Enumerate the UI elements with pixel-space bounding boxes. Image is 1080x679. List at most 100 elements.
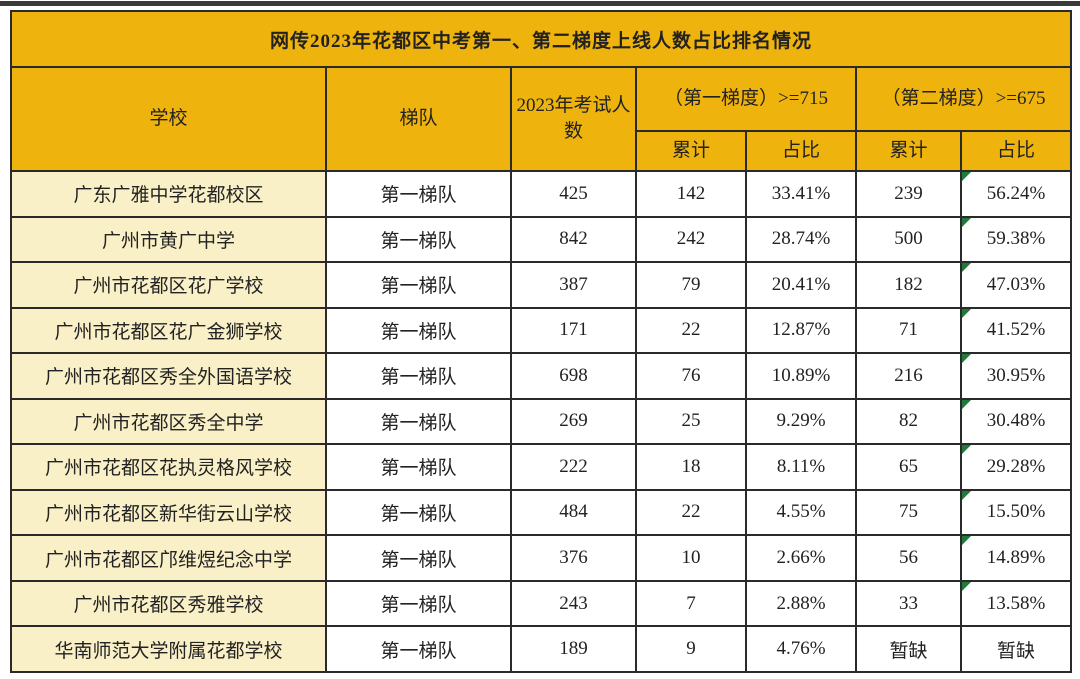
col-header-school: 学校: [10, 66, 327, 172]
cell-tier: 第一梯队: [325, 534, 512, 582]
cell-tier2-ratio: 30.48%: [959, 397, 1073, 446]
col-header-tier1-group: （第一梯度）>=715: [635, 66, 857, 132]
cell-exam-count: 842: [510, 215, 637, 264]
cell-tier2-ratio-value: 41.52%: [986, 319, 1046, 341]
cell-school: 广州市花都区花广金狮学校: [10, 306, 327, 355]
cell-tier1-cumulative: 76: [635, 352, 747, 400]
excel-error-flag-icon: [963, 172, 971, 181]
cell-tier1-cumulative: 22: [635, 306, 747, 355]
cell-tier: 第一梯队: [325, 306, 512, 355]
cell-tier2-ratio: 56.24%: [959, 170, 1073, 218]
cell-tier: 第一梯队: [325, 215, 512, 264]
excel-error-flag-icon: [963, 309, 971, 318]
table-row: 广东广雅中学花都校区 第一梯队 425 142 33.41% 239 56.24…: [10, 170, 1073, 218]
cell-exam-count: 376: [510, 534, 637, 582]
cell-tier1-ratio: 8.11%: [745, 443, 857, 491]
cell-tier2-ratio: 41.52%: [959, 306, 1073, 355]
cell-tier2-cumulative: 75: [855, 488, 962, 537]
cell-tier2-ratio-value: 15.50%: [986, 501, 1046, 523]
cell-tier1-cumulative: 9: [635, 625, 747, 673]
excel-error-flag-icon: [963, 537, 971, 546]
excel-error-flag-icon: [963, 218, 971, 227]
cell-tier2-ratio: 14.89%: [959, 534, 1073, 582]
cell-tier1-ratio: 20.41%: [745, 261, 857, 309]
table-row: 华南师范大学附属花都学校 第一梯队 189 9 4.76% 暂缺 暂缺: [10, 625, 1073, 673]
col-header-tier: 梯队: [325, 66, 512, 172]
cell-tier: 第一梯队: [325, 579, 512, 628]
cell-tier1-ratio: 9.29%: [745, 397, 857, 446]
cell-tier2-ratio: 30.95%: [959, 352, 1073, 400]
table-row: 广州市花都区新华街云山学校 第一梯队 484 22 4.55% 75 15.50…: [10, 488, 1073, 537]
cell-tier2-ratio: 15.50%: [959, 488, 1073, 537]
cell-tier2-ratio: 暂缺: [959, 625, 1073, 673]
cell-tier2-cumulative: 33: [855, 579, 962, 628]
table-row: 广州市花都区秀雅学校 第一梯队 243 7 2.88% 33 13.58%: [10, 579, 1073, 628]
table-row: 广州市花都区秀全中学 第一梯队 269 25 9.29% 82 30.48%: [10, 397, 1073, 446]
cell-tier1-ratio: 10.89%: [745, 352, 857, 400]
col-header-tier1-cumulative: 累计: [635, 130, 747, 172]
table-title: 网传2023年花都区中考第一、第二梯度上线人数占比排名情况: [9, 10, 1073, 68]
table-row: 广州市黄广中学 第一梯队 842 242 28.74% 500 59.38%: [10, 215, 1073, 264]
cell-school: 广州市花都区秀雅学校: [10, 579, 327, 628]
excel-error-flag-icon: [963, 264, 971, 273]
cell-school: 华南师范大学附属花都学校: [10, 625, 327, 673]
cell-tier2-cumulative: 65: [855, 443, 962, 491]
screenshot-top-edge: [0, 1, 1080, 6]
cell-tier2-cumulative: 暂缺: [855, 625, 962, 673]
cell-tier1-cumulative: 242: [635, 215, 747, 264]
cell-tier1-cumulative: 10: [635, 534, 747, 582]
cell-exam-count: 171: [510, 306, 637, 355]
cell-tier2-cumulative: 216: [855, 352, 962, 400]
excel-error-flag-icon: [963, 582, 971, 591]
cell-school: 广东广雅中学花都校区: [10, 170, 327, 218]
cell-tier1-cumulative: 7: [635, 579, 747, 628]
table-row: 广州市花都区邝维煜纪念中学 第一梯队 376 10 2.66% 56 14.89…: [10, 534, 1073, 582]
cell-tier2-ratio-value: 30.48%: [986, 410, 1046, 432]
excel-error-flag-icon: [963, 400, 971, 409]
cell-exam-count: 698: [510, 352, 637, 400]
cell-tier2-ratio-value: 59.38%: [986, 228, 1046, 250]
excel-error-flag-icon: [963, 355, 971, 364]
cell-tier: 第一梯队: [325, 443, 512, 491]
cell-tier1-ratio: 4.55%: [745, 488, 857, 537]
cell-tier2-ratio-value: 56.24%: [986, 182, 1046, 204]
table-row: 广州市花都区花广金狮学校 第一梯队 171 22 12.87% 71 41.52…: [10, 306, 1073, 355]
cell-tier2-ratio-value: 30.95%: [986, 364, 1046, 386]
title-row: 网传2023年花都区中考第一、第二梯度上线人数占比排名情况: [9, 10, 1073, 68]
cell-tier1-cumulative: 142: [635, 170, 747, 218]
cell-tier1-cumulative: 79: [635, 261, 747, 309]
cell-tier1-ratio: 28.74%: [745, 215, 857, 264]
cell-exam-count: 425: [510, 170, 637, 218]
cell-tier2-ratio-value: 29.28%: [986, 455, 1046, 477]
header-row-top: 学校 梯队 2023年考试人数 （第一梯度）>=715 （第二梯度）>=675: [10, 66, 1073, 172]
cell-tier2-ratio: 47.03%: [959, 261, 1073, 309]
header-row-bottom: 累计 占比 累计 占比: [11, 130, 1073, 172]
cell-tier1-cumulative: 22: [635, 488, 747, 537]
cell-tier: 第一梯队: [325, 352, 512, 400]
cell-tier: 第一梯队: [325, 397, 512, 446]
table-row: 广州市花都区花执灵格风学校 第一梯队 222 18 8.11% 65 29.28…: [10, 443, 1073, 491]
col-header-exam-count: 2023年考试人数: [510, 66, 637, 172]
cell-tier2-cumulative: 500: [855, 215, 962, 264]
cell-school: 广州市花都区花广学校: [10, 261, 327, 309]
cell-tier1-ratio: 2.66%: [745, 534, 857, 582]
cell-tier: 第一梯队: [325, 261, 512, 309]
cell-tier: 第一梯队: [325, 488, 512, 537]
cell-tier2-cumulative: 82: [855, 397, 962, 446]
cell-tier2-ratio-value: 14.89%: [986, 547, 1046, 569]
col-header-tier1-ratio: 占比: [745, 130, 857, 172]
cell-tier2-ratio-value: 47.03%: [986, 273, 1046, 295]
cell-tier: 第一梯队: [325, 170, 512, 218]
col-header-tier2-cumulative: 累计: [855, 130, 962, 172]
cell-tier1-ratio: 12.87%: [745, 306, 857, 355]
cell-tier1-ratio: 2.88%: [745, 579, 857, 628]
cell-tier2-ratio-value: 13.58%: [986, 592, 1046, 614]
cell-school: 广州市花都区新华街云山学校: [10, 488, 327, 537]
cell-tier2-cumulative: 182: [855, 261, 962, 309]
table-row: 广州市花都区花广学校 第一梯队 387 79 20.41% 182 47.03%: [10, 261, 1073, 309]
col-header-tier2-group: （第二梯度）>=675: [854, 66, 1073, 132]
cell-school: 广州市花都区邝维煜纪念中学: [10, 534, 327, 582]
cell-exam-count: 222: [510, 443, 637, 491]
cell-school: 广州市花都区秀全中学: [10, 397, 327, 446]
table-row: 广州市花都区秀全外国语学校 第一梯队 698 76 10.89% 216 30.…: [10, 352, 1073, 400]
